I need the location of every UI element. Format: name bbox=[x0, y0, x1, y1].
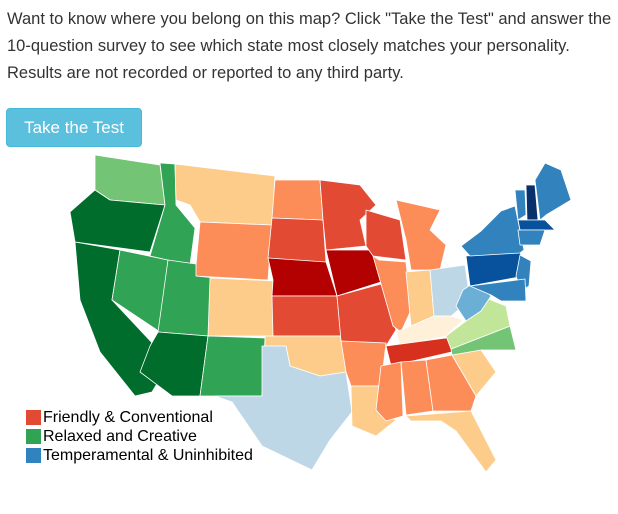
legend-item-relaxed: Relaxed and Creative bbox=[26, 427, 253, 446]
state-fl bbox=[405, 410, 497, 473]
state-ny bbox=[460, 205, 525, 257]
legend-label: Relaxed and Creative bbox=[43, 428, 197, 445]
state-ks bbox=[271, 295, 342, 337]
state-me bbox=[534, 162, 572, 221]
state-ne bbox=[267, 257, 338, 297]
legend-label: Friendly & Conventional bbox=[43, 409, 213, 426]
state-ct bbox=[517, 229, 546, 246]
state-tx bbox=[214, 345, 353, 471]
legend-swatch bbox=[26, 429, 41, 444]
state-nd bbox=[271, 179, 324, 221]
state-vt bbox=[514, 189, 527, 221]
take-the-test-button[interactable]: Take the Test bbox=[6, 108, 142, 147]
legend-swatch bbox=[26, 448, 41, 463]
legend-item-temperamental: Temperamental & Uninhibited bbox=[26, 446, 253, 465]
state-ga bbox=[425, 354, 477, 412]
state-co bbox=[207, 277, 276, 337]
state-md bbox=[469, 278, 527, 302]
state-ms bbox=[375, 361, 404, 422]
state-mi bbox=[395, 199, 447, 271]
state-nm bbox=[199, 335, 266, 397]
state-wy bbox=[194, 221, 273, 281]
state-mo bbox=[336, 283, 397, 347]
state-ma bbox=[517, 219, 556, 231]
legend-item-friendly: Friendly & Conventional bbox=[26, 408, 253, 427]
state-mt bbox=[174, 163, 276, 226]
state-wi bbox=[365, 209, 407, 261]
legend-label: Temperamental & Uninhibited bbox=[43, 447, 253, 464]
legend-swatch bbox=[26, 410, 41, 425]
intro-text: Want to know where you belong on this ma… bbox=[7, 10, 612, 82]
legend: Friendly & Conventional Relaxed and Crea… bbox=[26, 408, 253, 465]
state-il bbox=[372, 255, 412, 333]
state-mn bbox=[319, 179, 377, 251]
